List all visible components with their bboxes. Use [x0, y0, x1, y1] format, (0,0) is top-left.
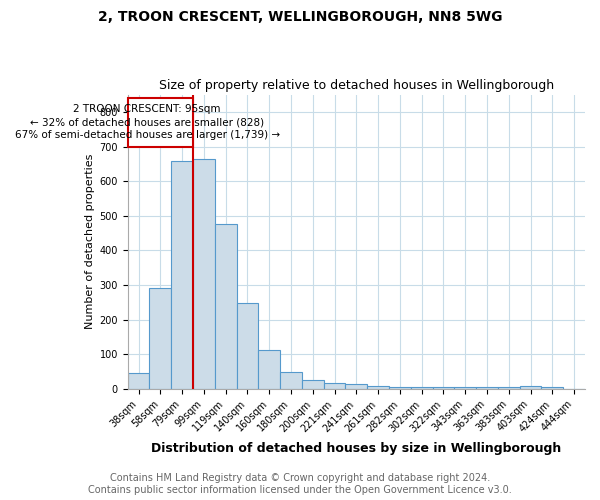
Bar	[323, 383, 346, 389]
Bar	[520, 386, 541, 389]
Bar	[367, 386, 389, 389]
Bar	[389, 387, 411, 389]
Bar	[215, 224, 236, 389]
Bar	[454, 387, 476, 389]
Bar	[476, 387, 498, 389]
Bar	[193, 160, 215, 389]
Title: Size of property relative to detached houses in Wellingborough: Size of property relative to detached ho…	[159, 79, 554, 92]
Bar	[128, 372, 149, 389]
X-axis label: Distribution of detached houses by size in Wellingborough: Distribution of detached houses by size …	[151, 442, 562, 455]
Bar	[149, 288, 171, 389]
Bar	[433, 386, 454, 389]
Bar	[411, 388, 433, 389]
Text: 2, TROON CRESCENT, WELLINGBOROUGH, NN8 5WG: 2, TROON CRESCENT, WELLINGBOROUGH, NN8 5…	[98, 10, 502, 24]
Bar	[171, 162, 193, 389]
Bar	[541, 388, 563, 389]
Bar	[259, 350, 280, 389]
Bar	[302, 380, 323, 389]
Bar	[128, 98, 193, 146]
Bar	[498, 388, 520, 389]
Bar	[236, 303, 259, 389]
Y-axis label: Number of detached properties: Number of detached properties	[85, 154, 95, 330]
Bar	[280, 372, 302, 389]
Text: Contains HM Land Registry data © Crown copyright and database right 2024.
Contai: Contains HM Land Registry data © Crown c…	[88, 474, 512, 495]
Bar	[346, 384, 367, 389]
Text: 2 TROON CRESCENT: 95sqm
← 32% of detached houses are smaller (828)
67% of semi-d: 2 TROON CRESCENT: 95sqm ← 32% of detache…	[14, 104, 280, 141]
